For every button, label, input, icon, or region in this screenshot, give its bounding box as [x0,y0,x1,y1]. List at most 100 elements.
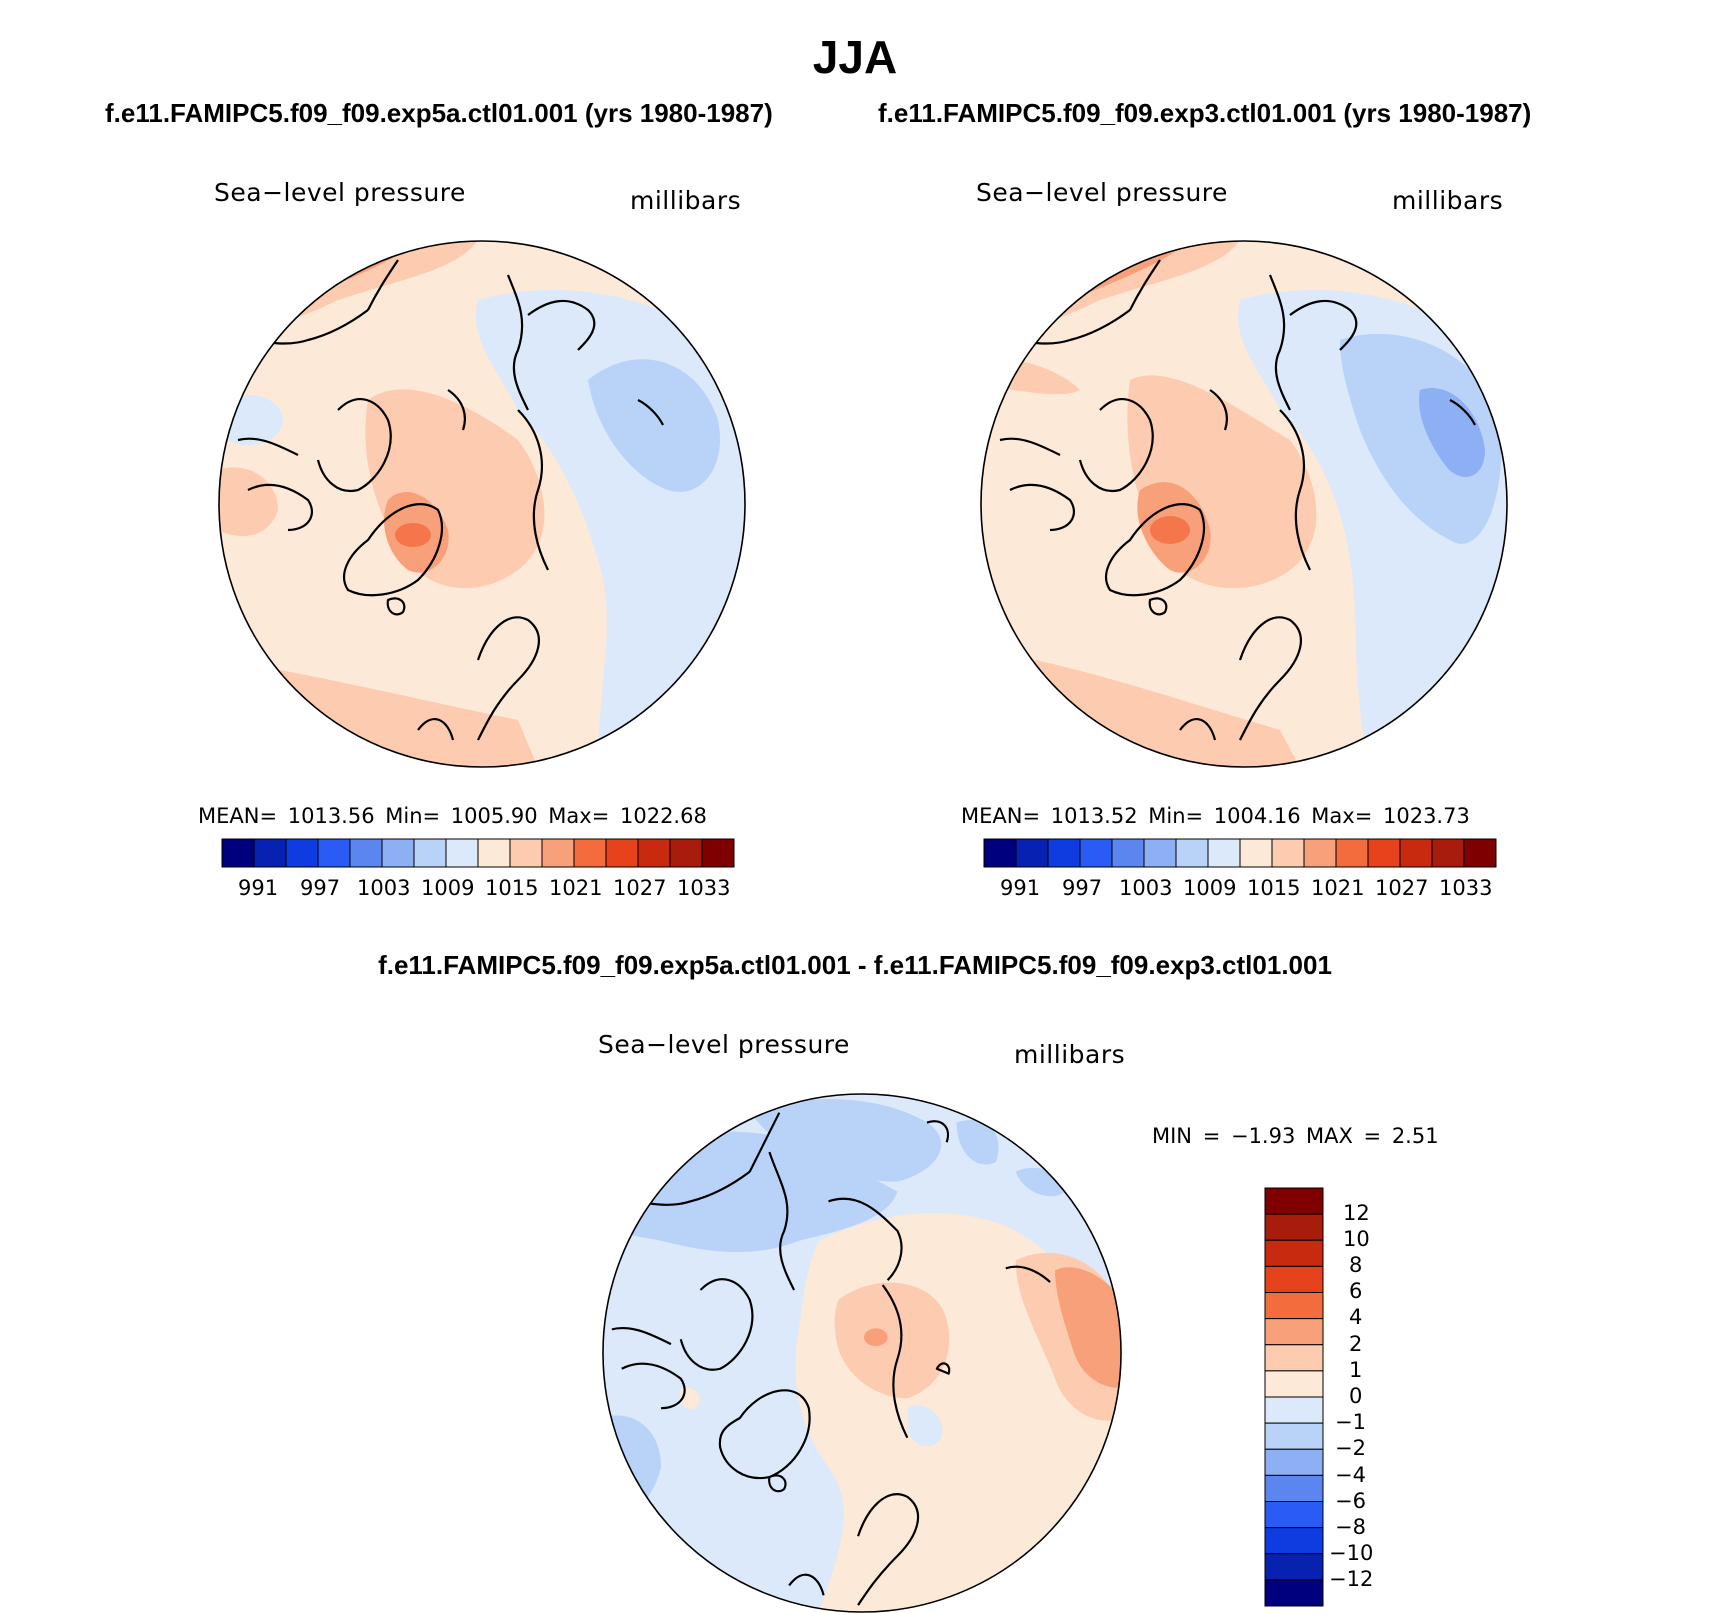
panel-1-tick: 1033 [677,876,731,900]
colorbar-swatch [1111,838,1145,868]
colorbar-swatch [1264,1213,1324,1241]
colorbar-swatch [1047,838,1081,868]
difference-tick: −8 [1335,1515,1366,1539]
difference-units-label: millibars [1014,1040,1126,1069]
panel-1-tick: 997 [300,876,341,900]
colorbar-swatch [1264,1553,1324,1581]
panel-2-stats: MEAN= 1013.52 Min= 1004.16 Max= 1023.73 [961,804,1470,828]
colorbar-swatch [541,838,575,868]
colorbar-swatch [701,838,735,868]
colorbar-swatch [285,838,319,868]
colorbar-swatch [445,838,479,868]
panel-1-tick: 1015 [485,876,539,900]
difference-title: f.e11.FAMIPC5.f09_f09.exp5a.ctl01.001 - … [378,950,1332,980]
colorbar-swatch [605,838,639,868]
panel-2-tick: 1021 [1311,876,1365,900]
difference-tick: −12 [1329,1567,1374,1591]
colorbar-swatch [1264,1370,1324,1398]
colorbar-swatch [381,838,415,868]
colorbar-swatch [1264,1318,1324,1346]
colorbar-swatch [509,838,543,868]
difference-tick: −10 [1329,1541,1374,1565]
panel-1-variable-label: Sea−level pressure [214,178,466,207]
panel-1-units-label: millibars [630,186,742,215]
panel-1-case-title: f.e11.FAMIPC5.f09_f09.exp5a.ctl01.001 (y… [105,98,773,128]
difference-tick: −2 [1335,1436,1366,1460]
difference-tick: 0 [1349,1384,1363,1408]
colorbar-swatch [1264,1292,1324,1320]
colorbar-swatch [1367,838,1401,868]
panel-1-tick: 1021 [549,876,603,900]
panel-2-tick: 1003 [1119,876,1173,900]
colorbar-swatch [1264,1396,1324,1424]
colorbar-swatch [221,838,255,868]
colorbar-swatch [1303,838,1337,868]
difference-tick: 8 [1349,1253,1363,1277]
colorbar-swatch [1264,1448,1324,1476]
colorbar-swatch [1463,838,1497,868]
colorbar-swatch [477,838,511,868]
panel-1-tick: 1027 [613,876,667,900]
colorbar-swatch [1264,1422,1324,1450]
difference-variable-label: Sea−level pressure [598,1030,850,1059]
panel-1-colorbar [221,838,735,868]
colorbar-swatch [983,838,1017,868]
difference-tick: −4 [1335,1463,1366,1487]
difference-tick: −6 [1335,1489,1366,1513]
difference-tick: 2 [1349,1332,1363,1356]
difference-tick: 12 [1343,1201,1370,1225]
colorbar-swatch [1264,1239,1324,1267]
colorbar-swatch [669,838,703,868]
panel-2-variable-label: Sea−level pressure [976,178,1228,207]
difference-tick: −1 [1335,1410,1366,1434]
difference-tick: 10 [1343,1227,1370,1251]
colorbar-swatch [413,838,447,868]
panel-2-tick: 1027 [1375,876,1429,900]
colorbar-swatch [1264,1474,1324,1502]
colorbar-swatch [1264,1187,1324,1215]
colorbar-swatch [1079,838,1113,868]
difference-polar-map [602,1093,1122,1613]
panel-2-tick: 1033 [1439,876,1493,900]
colorbar-swatch [317,838,351,868]
colorbar-swatch [1143,838,1177,868]
panel-1-colorbar-ticks: 991 997 1003 1009 1015 1021 1027 1033 [222,876,734,904]
colorbar-swatch [1264,1344,1324,1372]
panel-1-tick: 1003 [357,876,411,900]
panel-2-tick: 991 [1000,876,1041,900]
colorbar-swatch [1015,838,1049,868]
panel-1-tick: 1009 [421,876,475,900]
panel-2-tick: 997 [1062,876,1103,900]
colorbar-swatch [1239,838,1273,868]
colorbar-swatch [253,838,287,868]
panel-2-case-title: f.e11.FAMIPC5.f09_f09.exp3.ctl01.001 (yr… [878,98,1532,128]
main-title: JJA [812,31,898,83]
colorbar-swatch [1399,838,1433,868]
colorbar-swatch [1271,838,1305,868]
panel-1-polar-map [218,240,746,768]
difference-tick: 6 [1349,1279,1363,1303]
colorbar-swatch [1207,838,1241,868]
difference-tick: 1 [1349,1358,1363,1382]
colorbar-swatch [1335,838,1369,868]
panel-2-colorbar [983,838,1497,868]
colorbar-swatch [1264,1501,1324,1529]
panel-1-tick: 991 [238,876,279,900]
panel-2-units-label: millibars [1392,186,1504,215]
panel-1-stats: MEAN= 1013.56 Min= 1005.90 Max= 1022.68 [198,804,707,828]
colorbar-swatch [349,838,383,868]
colorbar-swatch [1264,1527,1324,1555]
difference-tick: 4 [1349,1305,1363,1329]
colorbar-swatch [1264,1579,1324,1607]
panel-2-polar-map [980,240,1508,768]
difference-stats: MIN = −1.93 MAX = 2.51 [1152,1124,1439,1148]
colorbar-swatch [573,838,607,868]
colorbar-swatch [1175,838,1209,868]
colorbar-swatch [1264,1265,1324,1293]
colorbar-swatch [1431,838,1465,868]
colorbar-swatch [637,838,671,868]
panel-2-colorbar-ticks: 991 997 1003 1009 1015 1021 1027 1033 [984,876,1496,904]
difference-colorbar [1264,1187,1324,1607]
difference-colorbar-ticks: 12 10 8 6 4 2 1 0 −1 −2 −4 −6 −8 −10 −12 [1329,1201,1425,1601]
panel-2-tick: 1009 [1183,876,1237,900]
